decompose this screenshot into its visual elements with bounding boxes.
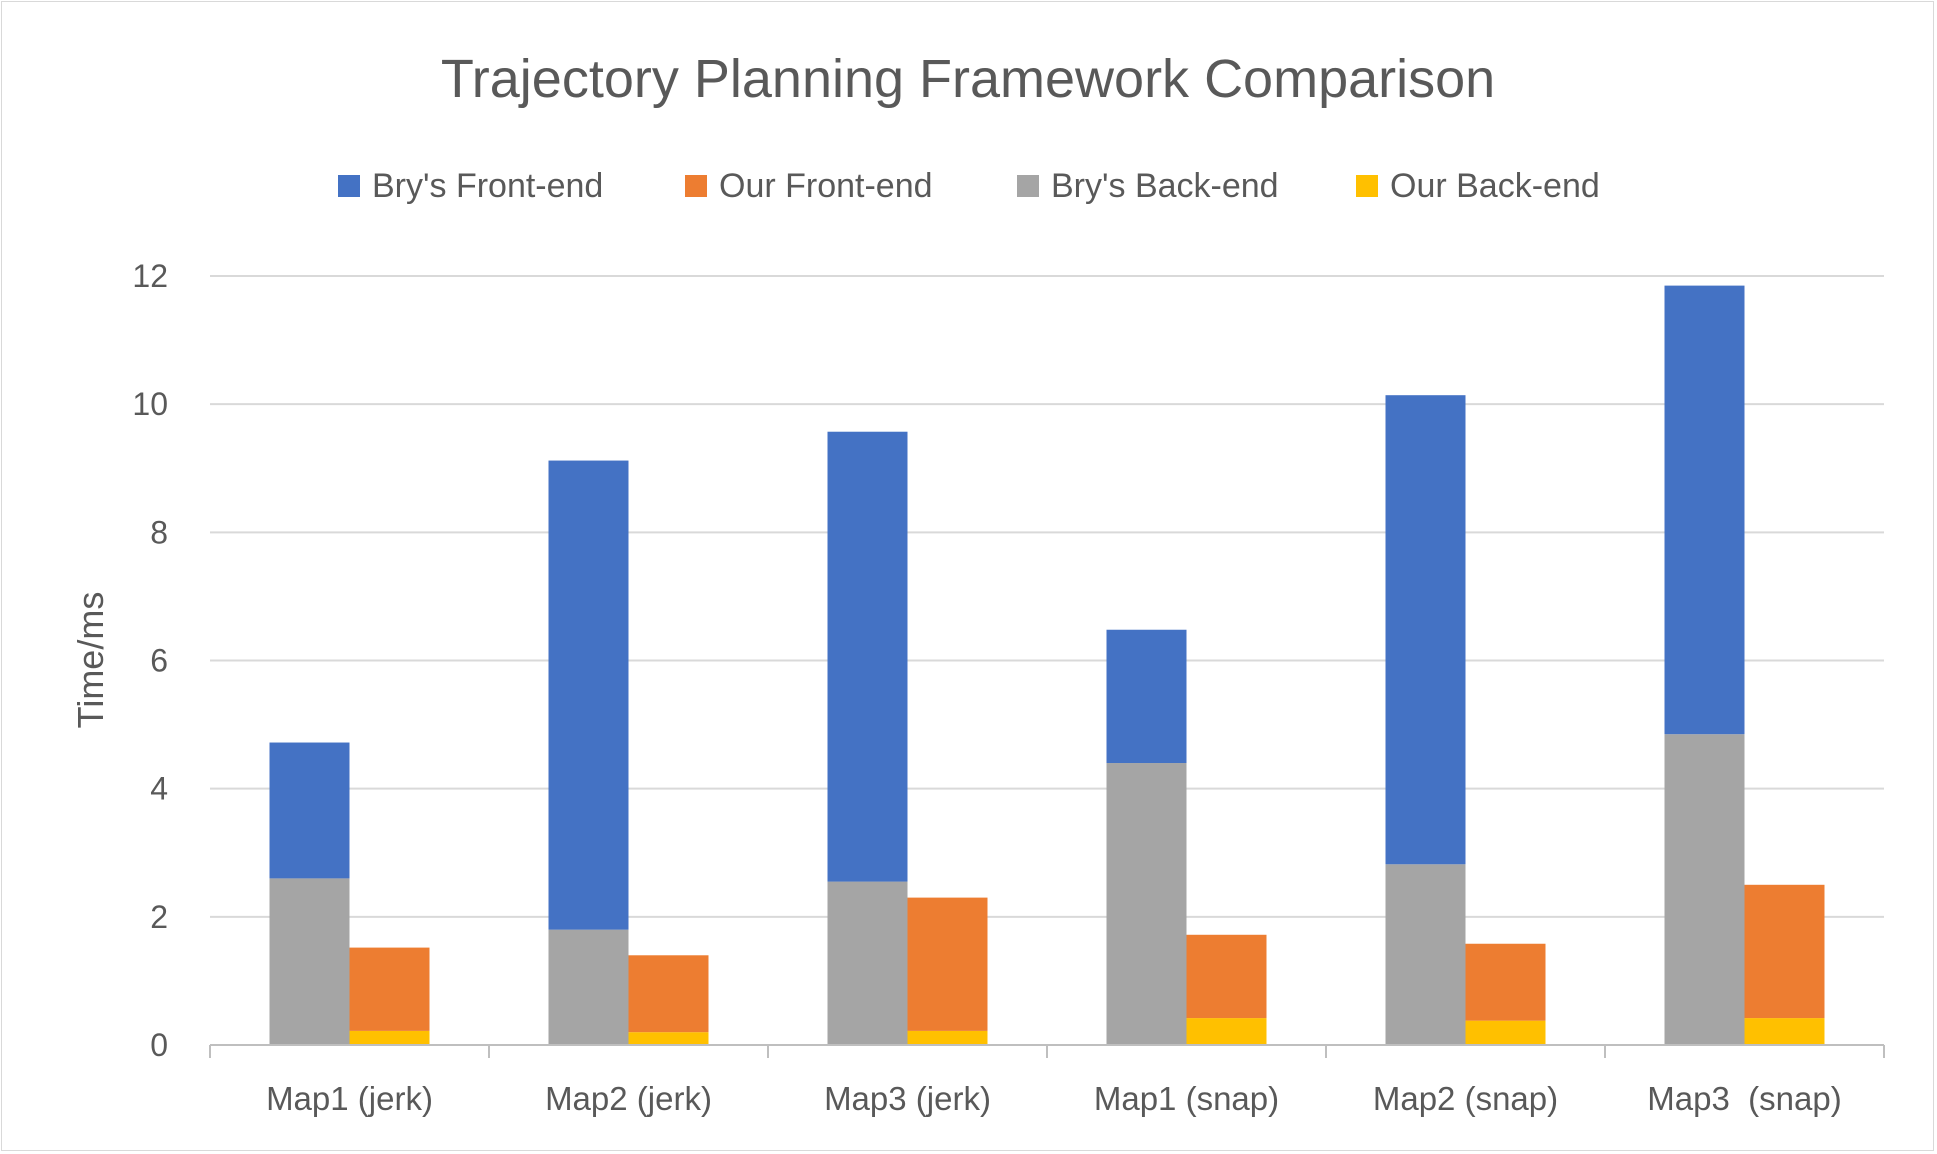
bar-our-front-end-map3-jerk [907,897,988,1031]
x-axis [209,1044,1885,1058]
chart-title: Trajectory Planning Framework Comparison [441,49,1495,109]
bar-our-back-end-map2-jerk [628,1032,709,1045]
bar-bry-s-back-end-map2-snap [1385,864,1466,1045]
bar-our-back-end-map2-snap [1465,1020,1546,1045]
legend-item-our-front-end: Our Front-end [685,167,933,205]
y-tick-label-2: 2 [150,899,168,935]
legend: Bry's Front-end Our Front-end Bry's Back-e… [338,167,1600,205]
x-tick-label-map2-jerk: Map2 (jerk) [545,1080,712,1117]
bar-bry-s-front-end-map2-jerk [548,460,629,930]
y-tick-label-0: 0 [150,1027,168,1063]
y-tick-label-12: 12 [132,258,168,294]
bar-our-front-end-map1-snap [1186,934,1267,1019]
bars [269,285,1825,1045]
y-tick-label-8: 8 [150,514,168,550]
bar-bry-s-front-end-map2-snap [1385,395,1466,865]
x-tick-label-map3-snap: Map3 (snap) [1647,1080,1841,1117]
x-tick-label-map3-jerk: Map3 (jerk) [824,1080,991,1117]
legend-label-bry-s-front-end: Bry's Front-end [372,167,603,205]
legend-label-our-front-end: Our Front-end [719,167,933,205]
y-tick-labels: 0 2 4 6 8 10 12 [132,258,168,1063]
bar-our-back-end-map3-snap [1744,1018,1825,1045]
bar-bry-s-back-end-map1-snap [1106,763,1187,1045]
y-tick-label-10: 10 [132,386,168,422]
legend-swatch-bry-s-front-end [338,175,360,197]
legend-label-bry-s-back-end: Bry's Back-end [1051,167,1279,205]
bar-bry-s-front-end-map3-snap [1664,285,1745,735]
x-tick-label-map2-snap: Map2 (snap) [1373,1080,1558,1117]
x-tick-label-map1-snap: Map1 (snap) [1094,1080,1279,1117]
bar-our-front-end-map2-snap [1465,943,1546,1021]
bar-our-front-end-map1-jerk [349,947,430,1031]
y-tick-label-4: 4 [150,771,168,807]
legend-swatch-bry-s-back-end [1017,175,1039,197]
bar-our-back-end-map3-jerk [907,1030,988,1045]
legend-swatch-our-front-end [685,175,707,197]
bar-bry-s-front-end-map3-jerk [827,431,908,882]
legend-item-our-back-end: Our Back-end [1356,167,1600,205]
gridlines [210,275,1884,918]
y-axis-title: Time/ms [70,592,111,729]
legend-item-bry-s-front-end: Bry's Front-end [338,167,603,205]
x-tick-labels: Map1 (jerk) Map2 (jerk) Map3 (jerk) Map1 (s… [266,1080,1842,1117]
x-tick-label-map1-jerk: Map1 (jerk) [266,1080,433,1117]
bar-our-back-end-map1-snap [1186,1018,1267,1045]
bar-our-front-end-map3-snap [1744,884,1825,1019]
bar-our-back-end-map1-jerk [349,1030,430,1045]
legend-item-bry-s-back-end: Bry's Back-end [1017,167,1279,205]
bar-bry-s-back-end-map3-snap [1664,734,1745,1045]
bar-bry-s-back-end-map1-jerk [269,878,350,1045]
bar-our-front-end-map2-jerk [628,955,709,1033]
bar-bry-s-front-end-map1-jerk [269,742,350,879]
legend-swatch-our-back-end [1356,175,1378,197]
bar-bry-s-back-end-map3-jerk [827,881,908,1045]
legend-label-our-back-end: Our Back-end [1390,167,1600,205]
bar-bry-s-front-end-map1-snap [1106,629,1187,764]
bar-bry-s-back-end-map2-jerk [548,929,629,1045]
y-tick-label-6: 6 [150,643,168,679]
